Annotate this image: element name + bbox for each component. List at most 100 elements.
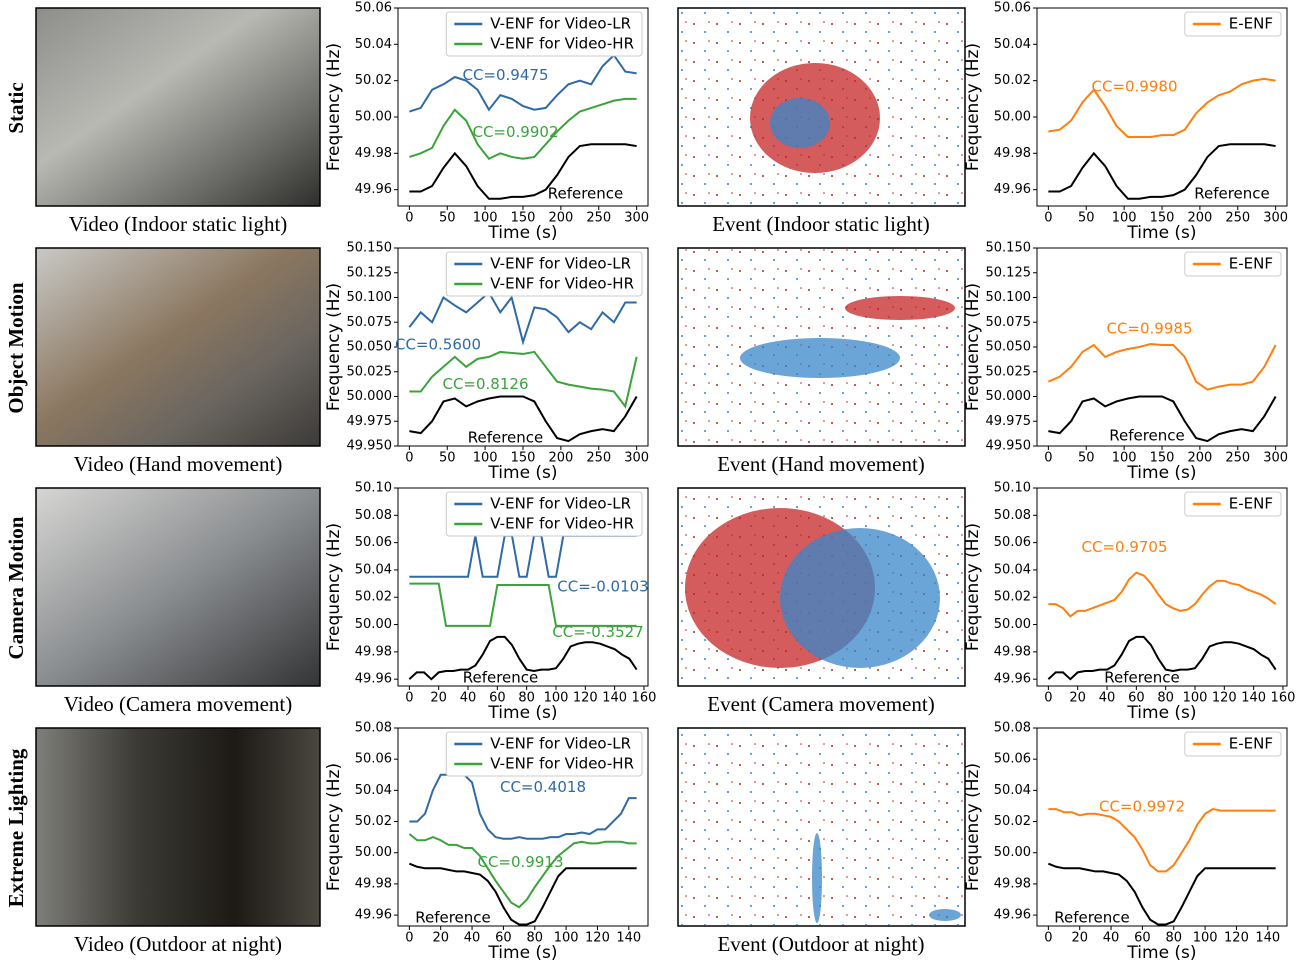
- y-tick-label: 50.04: [994, 783, 1031, 798]
- y-tick-label: 49.96: [355, 672, 392, 687]
- y-tick-label: 50.06: [355, 1, 392, 16]
- y-tick-label: 50.050: [347, 340, 393, 355]
- y-axis-label: Frequency (Hz): [963, 763, 983, 891]
- row-label: Extreme Lighting: [4, 748, 28, 907]
- x-axis-label: Time (s): [487, 463, 557, 483]
- y-tick-label: 50.06: [994, 1, 1031, 16]
- y-tick-label: 50.100: [347, 290, 393, 305]
- x-axis-label: Time (s): [1126, 463, 1196, 483]
- y-tick-label: 50.10: [994, 481, 1031, 496]
- x-tick-label: 0: [405, 451, 413, 466]
- x-tick-label: 50: [439, 451, 456, 466]
- y-tick-label: 50.02: [994, 73, 1031, 88]
- legend-label: E-ENF: [1229, 495, 1273, 513]
- y-tick-label: 50.02: [994, 590, 1031, 605]
- x-axis-label: Time (s): [487, 943, 557, 963]
- x-axis-label: Time (s): [1126, 223, 1196, 243]
- video-caption: Video (Indoor static light): [69, 212, 288, 236]
- y-axis-label: Frequency (Hz): [963, 43, 983, 171]
- y-tick-label: 50.04: [994, 37, 1031, 52]
- event-blob: [929, 909, 961, 921]
- x-axis-label: Time (s): [487, 703, 557, 723]
- series-label: CC=0.8126: [442, 375, 528, 393]
- series-label: CC=0.5600: [395, 336, 481, 354]
- legend-label: E-ENF: [1229, 255, 1273, 273]
- x-tick-label: 160: [1271, 691, 1296, 706]
- series-line: [1048, 573, 1275, 617]
- x-tick-label: 140: [1241, 691, 1266, 706]
- series-label: Reference: [1194, 185, 1270, 203]
- y-tick-label: 49.96: [994, 182, 1031, 197]
- x-tick-label: 0: [1044, 931, 1052, 946]
- event-caption: Event (Outdoor at night): [717, 932, 924, 956]
- x-tick-label: 0: [1044, 211, 1052, 226]
- series-label: CC=0.9972: [1099, 798, 1185, 816]
- y-tick-label: 50.06: [994, 535, 1031, 550]
- x-tick-label: 20: [1071, 931, 1088, 946]
- y-tick-label: 50.00: [994, 845, 1031, 860]
- y-tick-label: 50.02: [994, 814, 1031, 829]
- series-label: Reference: [548, 185, 624, 203]
- x-tick-label: 40: [464, 931, 481, 946]
- y-axis-label: Frequency (Hz): [963, 283, 983, 411]
- series-label: Reference: [463, 669, 539, 687]
- legend-label: V-ENF for Video-LR: [490, 15, 631, 33]
- y-tick-label: 50.02: [355, 73, 392, 88]
- y-tick-label: 50.00: [355, 845, 392, 860]
- series-label: CC=0.4018: [500, 778, 586, 796]
- video-frame: [36, 488, 320, 686]
- x-axis-label: Time (s): [1126, 943, 1196, 963]
- x-tick-label: 50: [1078, 451, 1095, 466]
- series-label: CC=-0.3527: [552, 623, 643, 641]
- y-tick-label: 50.08: [355, 721, 392, 736]
- x-tick-label: 40: [1103, 931, 1120, 946]
- y-tick-label: 50.025: [347, 364, 393, 379]
- y-tick-label: 50.02: [355, 590, 392, 605]
- x-tick-label: 0: [405, 691, 413, 706]
- video-caption: Video (Hand movement): [74, 452, 283, 476]
- y-tick-label: 49.98: [355, 644, 392, 659]
- video-frame: [36, 8, 320, 206]
- y-tick-label: 50.08: [355, 508, 392, 523]
- event-caption: Event (Camera movement): [707, 692, 934, 716]
- x-tick-label: 120: [573, 691, 598, 706]
- y-tick-label: 50.025: [986, 364, 1032, 379]
- x-tick-label: 250: [586, 451, 611, 466]
- series-label: CC=0.9902: [472, 123, 558, 141]
- y-tick-label: 50.10: [355, 481, 392, 496]
- event-blob: [770, 98, 830, 148]
- event-caption: Event (Hand movement): [717, 452, 925, 476]
- x-tick-label: 0: [405, 931, 413, 946]
- event-blob: [845, 296, 955, 320]
- video-caption: Video (Camera movement): [64, 692, 293, 716]
- x-tick-label: 250: [1225, 211, 1250, 226]
- y-tick-label: 50.00: [994, 109, 1031, 124]
- x-tick-label: 120: [1212, 691, 1237, 706]
- x-tick-label: 120: [1224, 931, 1249, 946]
- x-tick-label: 0: [1044, 451, 1052, 466]
- y-axis-label: Frequency (Hz): [324, 283, 344, 411]
- event-caption: Event (Indoor static light): [712, 212, 930, 236]
- y-tick-label: 50.06: [355, 535, 392, 550]
- y-tick-label: 49.96: [355, 182, 392, 197]
- y-tick-label: 50.00: [355, 617, 392, 632]
- y-tick-label: 49.975: [347, 414, 393, 429]
- series-label: Reference: [1109, 427, 1185, 445]
- series-label: CC=0.9475: [462, 66, 548, 84]
- series-label: CC=0.9705: [1081, 538, 1167, 556]
- y-tick-label: 50.04: [994, 562, 1031, 577]
- y-tick-label: 50.050: [986, 340, 1032, 355]
- series-line: [1048, 344, 1275, 390]
- legend-label: V-ENF for Video-HR: [490, 35, 634, 53]
- y-tick-label: 49.96: [355, 908, 392, 923]
- video-caption: Video (Outdoor at night): [74, 932, 282, 956]
- y-tick-label: 49.96: [994, 672, 1031, 687]
- row-label: Static: [4, 82, 28, 133]
- series-label: CC=0.9985: [1106, 320, 1192, 338]
- x-tick-label: 20: [1069, 691, 1086, 706]
- figure: Video (Indoor static light) Event (Indoor…: [0, 0, 1303, 963]
- x-tick-label: 0: [405, 211, 413, 226]
- x-axis-label: Time (s): [1126, 703, 1196, 723]
- event-blob: [740, 338, 900, 378]
- series-label: Reference: [1104, 669, 1180, 687]
